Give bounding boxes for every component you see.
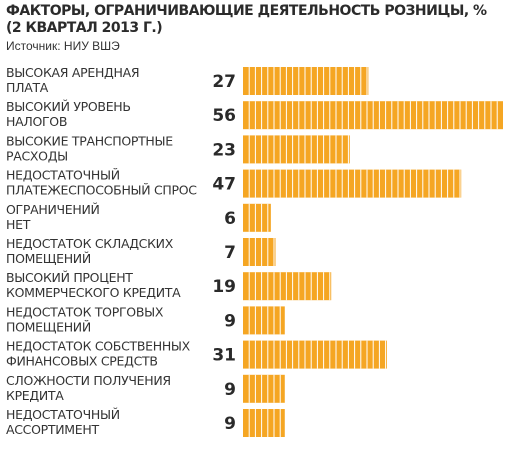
bar	[243, 67, 369, 95]
bar	[243, 409, 285, 437]
category-label-line: ВЫСОКИЕ ТРАНСПОРТНЫЕ	[6, 133, 173, 148]
category-label: НЕДОСТАТОК СКЛАДСКИХ ПОМЕЩЕНИЙ	[6, 236, 174, 266]
bar	[243, 169, 462, 198]
bar-fill	[243, 203, 271, 232]
category-label-line: НЕДОСТАТОК СКЛАДСКИХ	[6, 236, 174, 251]
category-label-line: КОММЕРЧЕСКОГО КРЕДИТА	[6, 285, 181, 300]
chart-source: Источник: НИУ ВШЭ	[6, 39, 120, 53]
category-label-line: ОГРАНИЧЕНИЙ	[6, 202, 100, 217]
category-label-line: НЕДОСТАТОЧНЫЙ	[6, 407, 120, 422]
category-label-line: НЕДОСТАТОК ТОРГОВЫХ	[6, 304, 164, 319]
bar	[243, 238, 276, 266]
category-label: ОГРАНИЧЕНИЙ НЕТ	[6, 202, 100, 232]
value-label: 19	[212, 277, 236, 297]
bar	[243, 135, 350, 164]
category-label-line: ПОМЕЩЕНИЙ	[6, 319, 91, 334]
category-label-line: РАСХОДЫ	[6, 148, 68, 163]
bar	[243, 340, 387, 369]
value-label: 9	[224, 311, 236, 331]
category-label-line: ПОМЕЩЕНИЙ	[6, 251, 91, 266]
category-label: СЛОЖНОСТИ ПОЛУЧЕНИЯ КРЕДИТА	[6, 373, 171, 403]
value-label: 23	[212, 140, 236, 160]
value-label: 9	[224, 380, 236, 400]
bar-fill	[243, 374, 285, 403]
value-label: 56	[212, 106, 236, 126]
category-label-line: НАЛОГОВ	[6, 114, 67, 129]
bar-fill	[243, 306, 285, 335]
category-label-line: НЕТ	[6, 217, 31, 232]
bar	[243, 374, 285, 403]
category-label-line: ПЛАТЕЖЕСПОСОБНЫЙ СПРОС	[6, 183, 197, 198]
value-label: 31	[212, 346, 236, 366]
bar	[243, 272, 332, 301]
bar	[243, 203, 271, 232]
bar-fill	[243, 409, 285, 437]
chart-title: ФАКТОРЫ, ОГРАНИЧИВАЮЩИЕ ДЕЯТЕЛЬНОСТЬ РОЗ…	[6, 3, 487, 36]
category-label: НЕДОСТАТОК ТОРГОВЫХ ПОМЕЩЕНИЙ	[6, 304, 164, 334]
value-label: 47	[212, 175, 236, 195]
bar-fill	[243, 135, 350, 164]
bar	[243, 306, 285, 335]
category-label: ВЫСОКАЯ АРЕНДНАЯ ПЛАТА	[6, 65, 139, 95]
category-label: ВЫСОКИЕ ТРАНСПОРТНЫЕ РАСХОДЫ	[6, 133, 173, 163]
category-label-line: ВЫСОКИЙ ПРОЦЕНТ	[6, 270, 133, 285]
category-label-line: НЕДОСТАТОЧНЫЙ	[6, 168, 120, 183]
category-label-line: КРЕДИТА	[6, 388, 64, 403]
category-label: НЕДОСТАТОЧНЫЙ ПЛАТЕЖЕСПОСОБНЫЙ СПРОС	[6, 168, 197, 198]
bar-fill	[243, 272, 332, 301]
category-label: НЕДОСТАТОЧНЫЙ АССОРТИМЕНТ	[6, 407, 120, 437]
value-label: 7	[224, 243, 236, 263]
category-label-line: НЕДОСТАТОК СОБСТВЕННЫХ	[6, 339, 191, 354]
value-label: 9	[224, 414, 236, 434]
category-label-line: СЛОЖНОСТИ ПОЛУЧЕНИЯ	[6, 373, 171, 388]
category-label-line: ФИНАНСОВЫХ СРЕДСТВ	[6, 354, 158, 369]
value-label: 27	[212, 72, 236, 92]
category-label-line: ВЫСОКИЙ УРОВЕНЬ	[6, 99, 131, 114]
category-label: ВЫСОКИЙ УРОВЕНЬ НАЛОГОВ	[6, 99, 131, 129]
category-label-line: ВЫСОКАЯ АРЕНДНАЯ	[6, 65, 139, 80]
bar-fill	[243, 169, 462, 198]
bar-fill	[243, 238, 276, 266]
category-label-line: АССОРТИМЕНТ	[6, 422, 99, 437]
category-label-line: ПЛАТА	[6, 80, 49, 95]
bar	[243, 101, 503, 130]
value-label: 6	[224, 209, 236, 229]
bar-fill	[243, 340, 387, 369]
category-label: ВЫСОКИЙ ПРОЦЕНТ КОММЕРЧЕСКОГО КРЕДИТА	[6, 270, 181, 300]
category-label: НЕДОСТАТОК СОБСТВЕННЫХ ФИНАНСОВЫХ СРЕДСТВ	[6, 339, 191, 369]
bar-fill	[243, 67, 369, 95]
